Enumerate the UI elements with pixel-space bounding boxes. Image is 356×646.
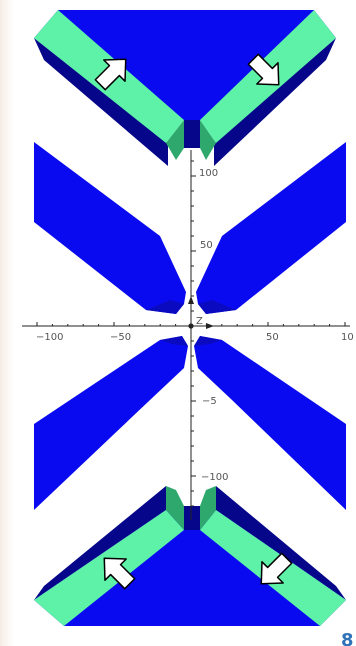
- upper-right-block-edge: [198, 300, 236, 314]
- y-tick-label-neg50: −5: [202, 396, 217, 407]
- top-v-face: [34, 10, 336, 120]
- x-tick-label-100: 10: [341, 332, 354, 343]
- arrow-up-right-icon: [94, 58, 127, 91]
- arrow-up-left-icon: [103, 557, 136, 590]
- lower-right-block: [194, 336, 346, 510]
- arrow-down-right-icon: [247, 53, 280, 86]
- x-tick-marks: [36, 322, 346, 326]
- bottom-v-notch-center: [184, 506, 200, 530]
- x-tick-label-neg50: −50: [110, 332, 131, 343]
- arrow-down-left-icon: [260, 552, 293, 585]
- lower-left-block: [34, 336, 188, 510]
- x-axis-arrowhead: [206, 323, 214, 329]
- bottom-v-block: [34, 486, 346, 626]
- arrow-bottom-left: [103, 557, 136, 590]
- bottom-v-right-side: [216, 486, 346, 600]
- y-tick-label-100: 100: [199, 168, 218, 179]
- axes: −100 −50 50 10 100 50 −5 −100 Z: [22, 150, 354, 520]
- y-tick-marks: [191, 160, 196, 507]
- top-v-notch-left: [166, 120, 184, 160]
- y-tick-label-50: 50: [200, 240, 213, 251]
- lower-left-block-edge: [160, 336, 188, 346]
- top-v-right-side: [214, 38, 336, 166]
- arrow-bottom-right: [260, 552, 293, 585]
- x-tick-label-neg100: −100: [36, 332, 63, 343]
- arrow-top-right: [247, 53, 280, 86]
- top-v-block: [34, 10, 336, 166]
- y-tick-label-neg100: −100: [201, 472, 228, 483]
- bottom-v-notch-left: [166, 486, 184, 530]
- bottom-v-face: [34, 510, 346, 626]
- upper-left-block: [34, 142, 186, 314]
- origin-axis-label: Z: [196, 316, 203, 327]
- top-v-notch-right: [200, 120, 216, 160]
- bottom-v-notch-right: [200, 486, 216, 530]
- bottom-v-left-side: [34, 486, 166, 600]
- arrow-top-left: [94, 58, 127, 91]
- upper-left-block-edge: [146, 300, 184, 314]
- upper-right-block: [196, 142, 346, 314]
- top-v-notch-center: [184, 120, 200, 148]
- origin-dot: [188, 323, 194, 329]
- corner-mark: 8: [341, 630, 354, 646]
- top-v-left-side: [34, 38, 168, 166]
- lower-right-block-edge: [194, 336, 222, 346]
- y-axis-arrowhead: [188, 296, 194, 304]
- x-tick-label-50: 50: [266, 332, 279, 343]
